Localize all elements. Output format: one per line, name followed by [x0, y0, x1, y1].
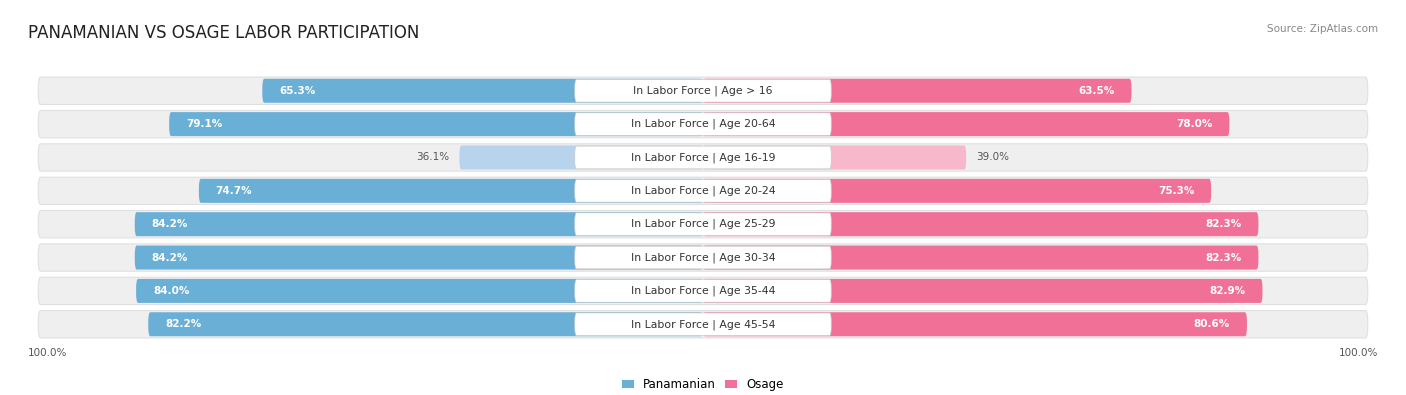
- FancyBboxPatch shape: [575, 280, 831, 302]
- Text: In Labor Force | Age 25-29: In Labor Force | Age 25-29: [631, 219, 775, 229]
- FancyBboxPatch shape: [135, 246, 703, 269]
- Text: 100.0%: 100.0%: [28, 348, 67, 358]
- Text: PANAMANIAN VS OSAGE LABOR PARTICIPATION: PANAMANIAN VS OSAGE LABOR PARTICIPATION: [28, 24, 419, 42]
- FancyBboxPatch shape: [575, 246, 831, 269]
- Text: 84.2%: 84.2%: [152, 219, 188, 229]
- FancyBboxPatch shape: [136, 279, 703, 303]
- FancyBboxPatch shape: [38, 211, 1368, 238]
- FancyBboxPatch shape: [38, 277, 1368, 305]
- Text: 74.7%: 74.7%: [215, 186, 252, 196]
- FancyBboxPatch shape: [703, 79, 1132, 103]
- Text: 84.0%: 84.0%: [153, 286, 190, 296]
- Text: In Labor Force | Age 20-64: In Labor Force | Age 20-64: [631, 119, 775, 130]
- FancyBboxPatch shape: [169, 112, 703, 136]
- FancyBboxPatch shape: [703, 145, 966, 169]
- Text: In Labor Force | Age 30-34: In Labor Force | Age 30-34: [631, 252, 775, 263]
- Text: 82.3%: 82.3%: [1205, 219, 1241, 229]
- FancyBboxPatch shape: [135, 212, 703, 236]
- FancyBboxPatch shape: [148, 312, 703, 336]
- FancyBboxPatch shape: [263, 79, 703, 103]
- FancyBboxPatch shape: [703, 246, 1258, 269]
- FancyBboxPatch shape: [703, 312, 1247, 336]
- FancyBboxPatch shape: [575, 113, 831, 135]
- Text: 39.0%: 39.0%: [976, 152, 1010, 162]
- Text: 79.1%: 79.1%: [186, 119, 222, 129]
- FancyBboxPatch shape: [575, 179, 831, 202]
- Text: In Labor Force | Age 45-54: In Labor Force | Age 45-54: [631, 319, 775, 329]
- Text: In Labor Force | Age 16-19: In Labor Force | Age 16-19: [631, 152, 775, 163]
- FancyBboxPatch shape: [703, 179, 1211, 203]
- FancyBboxPatch shape: [38, 77, 1368, 104]
- FancyBboxPatch shape: [38, 310, 1368, 338]
- Legend: Panamanian, Osage: Panamanian, Osage: [617, 373, 789, 395]
- FancyBboxPatch shape: [575, 146, 831, 169]
- Text: 82.9%: 82.9%: [1209, 286, 1246, 296]
- Text: 63.5%: 63.5%: [1078, 86, 1115, 96]
- FancyBboxPatch shape: [575, 213, 831, 235]
- Text: In Labor Force | Age 20-24: In Labor Force | Age 20-24: [631, 186, 775, 196]
- FancyBboxPatch shape: [575, 313, 831, 336]
- FancyBboxPatch shape: [460, 145, 703, 169]
- FancyBboxPatch shape: [38, 111, 1368, 138]
- Text: 80.6%: 80.6%: [1194, 319, 1230, 329]
- FancyBboxPatch shape: [703, 212, 1258, 236]
- FancyBboxPatch shape: [38, 177, 1368, 205]
- Text: In Labor Force | Age > 16: In Labor Force | Age > 16: [633, 85, 773, 96]
- Text: 65.3%: 65.3%: [280, 86, 315, 96]
- Text: 84.2%: 84.2%: [152, 252, 188, 263]
- FancyBboxPatch shape: [38, 244, 1368, 271]
- FancyBboxPatch shape: [38, 144, 1368, 171]
- Text: 100.0%: 100.0%: [1339, 348, 1378, 358]
- FancyBboxPatch shape: [703, 112, 1229, 136]
- FancyBboxPatch shape: [575, 79, 831, 102]
- Text: Source: ZipAtlas.com: Source: ZipAtlas.com: [1267, 24, 1378, 34]
- Text: 82.2%: 82.2%: [165, 319, 201, 329]
- Text: In Labor Force | Age 35-44: In Labor Force | Age 35-44: [631, 286, 775, 296]
- Text: 75.3%: 75.3%: [1159, 186, 1194, 196]
- Text: 82.3%: 82.3%: [1205, 252, 1241, 263]
- Text: 78.0%: 78.0%: [1177, 119, 1212, 129]
- FancyBboxPatch shape: [198, 179, 703, 203]
- FancyBboxPatch shape: [703, 279, 1263, 303]
- Text: 36.1%: 36.1%: [416, 152, 450, 162]
